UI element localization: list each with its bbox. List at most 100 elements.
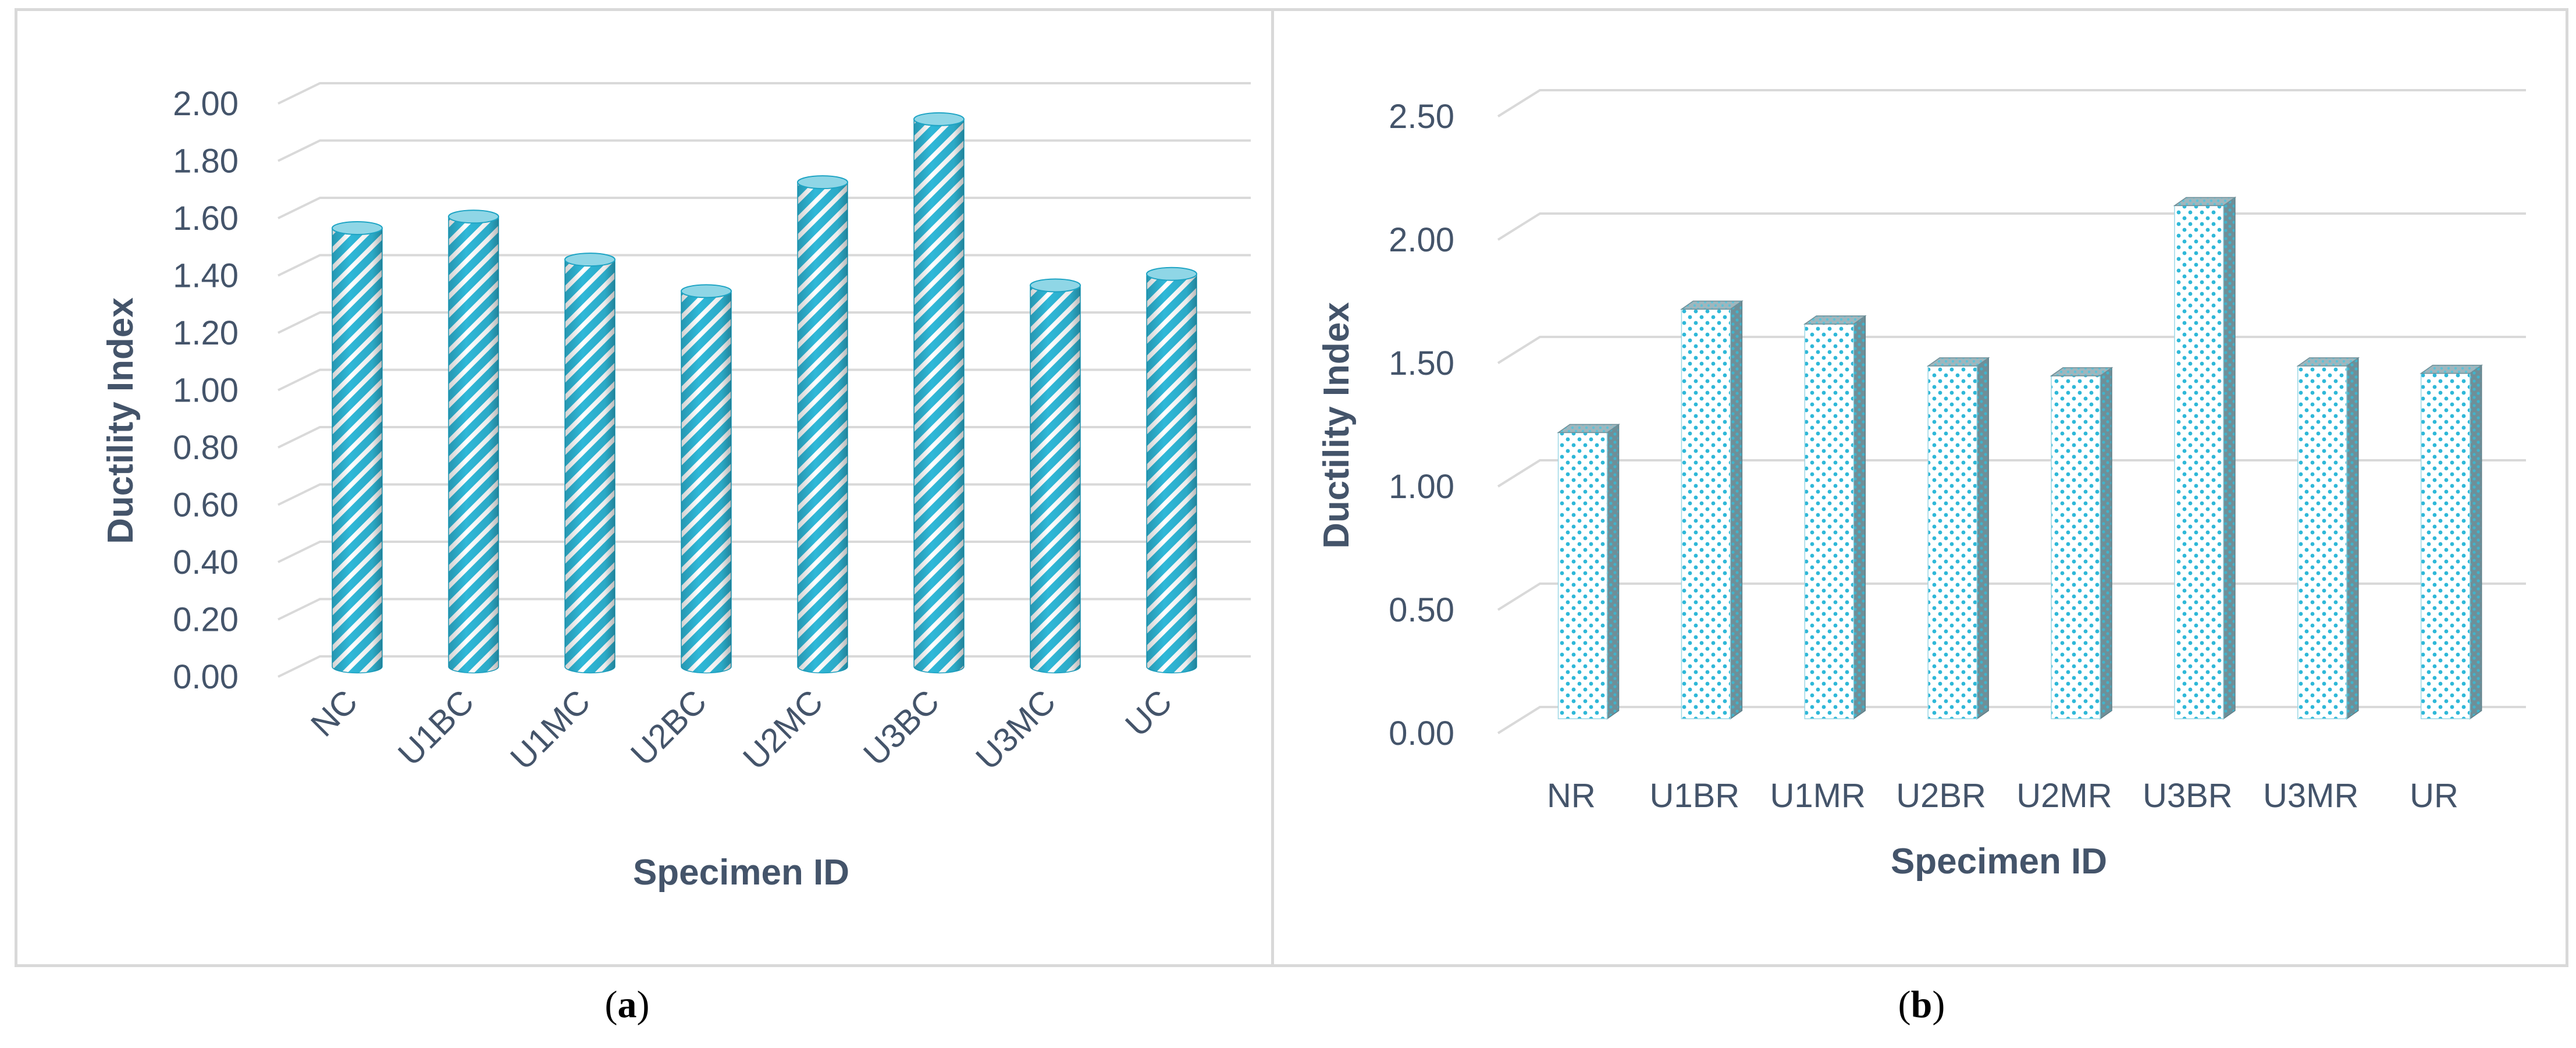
bar-shading bbox=[332, 228, 382, 673]
bar bbox=[332, 221, 383, 674]
bar-shading bbox=[1030, 285, 1080, 673]
bar-side bbox=[2100, 367, 2112, 720]
bar-shading bbox=[798, 182, 848, 673]
gridline bbox=[277, 426, 1251, 449]
x-tick-label: U1MR bbox=[1770, 777, 1866, 815]
bar-front bbox=[1557, 432, 1608, 719]
bar bbox=[797, 175, 848, 674]
y-tick-label: 1.80 bbox=[173, 143, 239, 180]
bar-top bbox=[448, 209, 499, 224]
bar-side bbox=[1730, 300, 1743, 720]
bar-top bbox=[2296, 357, 2360, 367]
bar bbox=[1146, 267, 1197, 674]
bar-top bbox=[1680, 300, 1744, 310]
bar-front bbox=[2420, 372, 2471, 719]
y-ticks-a: 0.00 0.20 0.40 0.60 0.80 1.00 1.20 1.40 1.60 1.80… bbox=[173, 85, 239, 696]
bar-side bbox=[1606, 423, 1620, 720]
bars-b bbox=[1557, 196, 2484, 720]
bar-top bbox=[913, 112, 965, 126]
bar-shading bbox=[449, 216, 499, 673]
x-tick-label: U1BC bbox=[391, 683, 481, 773]
x-tick-label: NR bbox=[1547, 777, 1596, 815]
bar bbox=[564, 253, 615, 674]
y-tick-label: 0.20 bbox=[173, 601, 239, 639]
bar-front bbox=[1681, 308, 1731, 719]
bar-top bbox=[1926, 357, 1990, 367]
bar-shading bbox=[681, 291, 731, 673]
x-tick-label: U2MR bbox=[2016, 777, 2112, 815]
gridlines-a bbox=[277, 82, 1251, 678]
gridline bbox=[277, 655, 1251, 678]
gridline bbox=[1497, 706, 2526, 734]
panel-divider bbox=[1271, 8, 1274, 967]
bar-top bbox=[332, 221, 383, 235]
bar-top bbox=[1146, 267, 1197, 281]
bar bbox=[2420, 364, 2484, 720]
gridline bbox=[277, 139, 1251, 162]
panel-label-a-letter: a bbox=[618, 983, 637, 1026]
gridline bbox=[277, 197, 1251, 219]
gridline bbox=[277, 483, 1251, 506]
y-tick-label: 2.00 bbox=[1389, 221, 1454, 259]
bar-front bbox=[1804, 324, 1855, 719]
bar bbox=[1680, 300, 1744, 720]
bar-shading bbox=[1147, 273, 1197, 673]
bar bbox=[1030, 278, 1081, 674]
chart-b: 0.00 0.50 1.00 1.50 2.00 2.50 NR U1BR U1MR U2BR U… bbox=[1317, 89, 2526, 882]
bar-top bbox=[2420, 364, 2484, 374]
x-ticks-b: NR U1BR U1MR U2BR U2MR U3BR U3MR UR bbox=[1547, 777, 2458, 815]
bar-shading bbox=[565, 260, 615, 673]
x-tick-label: U2BR bbox=[1896, 777, 1986, 815]
x-tick-label: U1MC bbox=[503, 683, 597, 777]
y-tick-label: 1.50 bbox=[1389, 344, 1454, 382]
bar-top bbox=[1557, 424, 1620, 434]
bar-front bbox=[2174, 205, 2224, 719]
bar-top bbox=[1803, 315, 1867, 325]
gridline bbox=[277, 254, 1251, 277]
y-tick-label: 1.60 bbox=[173, 200, 239, 237]
x-tick-label: NC bbox=[304, 683, 365, 744]
y-tick-label: 0.40 bbox=[173, 543, 239, 581]
y-tick-label: 0.00 bbox=[1389, 715, 1454, 752]
x-axis-title-b: Specimen ID bbox=[1891, 841, 2107, 882]
bar-side bbox=[2223, 196, 2236, 720]
bar-side bbox=[2346, 357, 2359, 720]
gridline bbox=[1497, 212, 2526, 241]
y-axis-title-a: Ductility Index bbox=[101, 297, 141, 544]
gridlines-b bbox=[1497, 89, 2526, 734]
bar-top bbox=[1030, 278, 1081, 293]
x-tick-label: U3BC bbox=[856, 683, 947, 773]
y-tick-label: 0.50 bbox=[1389, 591, 1454, 629]
bar bbox=[1926, 357, 1990, 720]
bar bbox=[1803, 315, 1867, 720]
x-tick-label: U2MC bbox=[736, 683, 830, 777]
y-tick-label: 0.00 bbox=[173, 658, 239, 696]
bar-top bbox=[564, 253, 615, 267]
bar-top bbox=[681, 284, 732, 299]
y-ticks-b: 0.00 0.50 1.00 1.50 2.00 2.50 bbox=[1389, 98, 1454, 752]
bar-shading bbox=[914, 119, 964, 673]
y-tick-label: 1.00 bbox=[1389, 468, 1454, 506]
x-axis-title-a: Specimen ID bbox=[633, 852, 849, 893]
gridline bbox=[1497, 459, 2526, 488]
bar bbox=[2050, 367, 2114, 720]
y-tick-label: 1.40 bbox=[173, 257, 239, 295]
bar-top bbox=[2050, 367, 2114, 376]
x-ticks-a: NC U1BC U1MC U2BC U2MC U3BC U3MC UC bbox=[304, 683, 1179, 777]
gridline bbox=[1497, 89, 2526, 118]
bars-a bbox=[332, 112, 1197, 674]
bar bbox=[2296, 357, 2360, 720]
x-tick-label: U3BR bbox=[2143, 777, 2233, 815]
bar bbox=[913, 112, 965, 674]
bar-front bbox=[1927, 365, 1977, 719]
x-tick-label: U2BC bbox=[624, 683, 714, 773]
bar-side bbox=[2469, 364, 2482, 720]
y-tick-label: 1.00 bbox=[173, 372, 239, 410]
panel-label-b-letter: b bbox=[1911, 983, 1933, 1026]
y-tick-label: 0.80 bbox=[173, 429, 239, 467]
panel-label-b: (b) bbox=[1898, 983, 1945, 1026]
gridline bbox=[1497, 336, 2526, 364]
y-tick-label: 1.20 bbox=[173, 314, 239, 352]
gridline bbox=[1497, 582, 2526, 611]
